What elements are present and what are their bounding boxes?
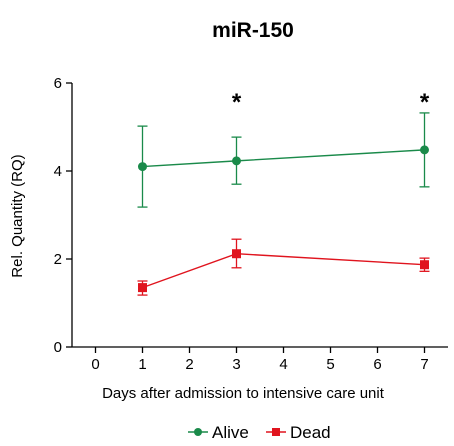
- legend-marker-dead: [272, 428, 280, 436]
- series-line-dead: [142, 253, 425, 289]
- x-tick-label: 3: [232, 356, 240, 373]
- significance-star: *: [420, 89, 430, 116]
- x-tick-label: 5: [326, 356, 334, 373]
- y-tick-label: 4: [54, 163, 62, 180]
- data-point-alive: [420, 145, 429, 155]
- x-tick-label: 0: [91, 356, 99, 373]
- data-point-dead: [232, 249, 241, 259]
- y-tick-label: 2: [54, 251, 62, 268]
- x-axis-label: Days after admission to intensive care u…: [102, 385, 385, 402]
- chart-title: miR-150: [212, 19, 294, 42]
- data-point-alive: [138, 162, 147, 172]
- significance-star: *: [232, 89, 242, 116]
- legend: Alive Dead: [188, 423, 331, 442]
- legend-item-dead: Dead: [266, 423, 331, 442]
- data-point-dead: [420, 260, 429, 270]
- legend-item-alive: Alive: [188, 423, 249, 442]
- data-point-dead: [138, 283, 147, 293]
- data-point-alive: [232, 156, 241, 166]
- x-tick-label: 4: [279, 356, 287, 373]
- plot-area: 0 2 4 6 0 1 2 3 4 5 6 7 * *: [54, 75, 448, 373]
- legend-marker-alive: [194, 428, 202, 436]
- y-tick-label: 0: [54, 339, 62, 356]
- x-tick-label: 7: [420, 356, 428, 373]
- series-line-alive: [142, 149, 425, 168]
- legend-label-dead: Dead: [290, 423, 331, 442]
- y-tick-label: 6: [54, 75, 62, 92]
- x-tick-label: 2: [185, 356, 193, 373]
- y-axis-label: Rel. Quantity (RQ): [9, 154, 26, 277]
- x-tick-label: 6: [373, 356, 381, 373]
- x-tick-label: 1: [138, 356, 146, 373]
- legend-label-alive: Alive: [212, 423, 249, 442]
